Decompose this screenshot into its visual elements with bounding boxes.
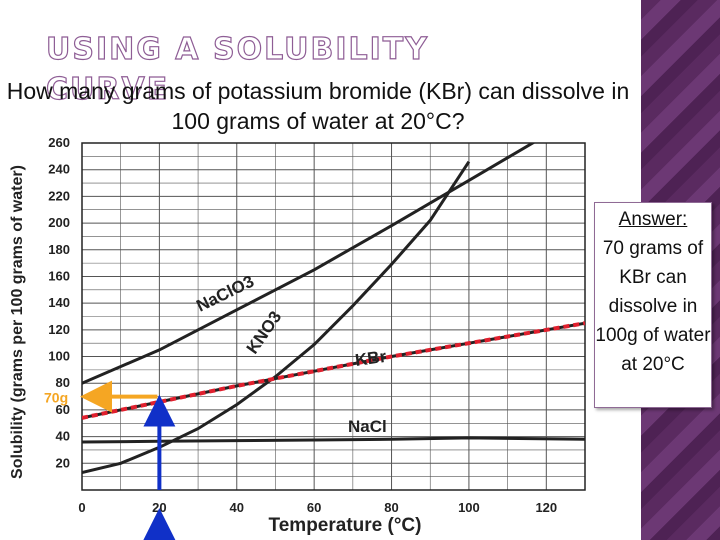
x-axis-label: Temperature (°C) [269,515,422,536]
y-tick-label: 140 [48,295,70,310]
slide-title: USING A SOLUBILITY CURVE [45,31,429,107]
x-tick-label: 40 [230,500,244,515]
y-tick-label: 120 [48,322,70,337]
question-text: How many grams of potassium bromide (KBr… [6,78,630,134]
kbr-highlight-line [82,321,585,420]
y-tick-label: 260 [48,135,70,150]
plot-frame [81,142,586,491]
y-tick-label: 40 [56,429,70,444]
series-line-kno3 [82,160,471,475]
annotations: 70g [44,380,176,540]
grid [81,142,586,491]
series-label-nacl: NaCl [348,417,387,436]
y-tick-label: 60 [56,402,70,417]
y-tick-label: 220 [48,188,70,203]
series-label-kno3: KNO3 [243,308,286,358]
x-tick-label: 80 [384,500,398,515]
axes: 0 20 40 60 80 100 120 20 40 60 80 100 120 140 160 180 20… [9,135,557,536]
x-tick-label: 20 [152,500,166,515]
x-tick-label: 100 [458,500,480,515]
answer-box: Answer: 70 grams of KBr can dissolve in … [594,202,712,408]
series-label-kbr: KBr [354,347,388,370]
series-line-naclo3 [82,143,536,385]
y-tick-label: 160 [48,268,70,283]
y-tick-label: 80 [56,375,70,390]
y-tick-label: 20 [56,455,70,470]
series-label-naclo3: NaClO3 [193,272,257,316]
x-tick-label: 120 [535,500,557,515]
y-tick-label: 180 [48,242,70,257]
answer-heading: Answer: [618,209,688,230]
y-tick-label: 100 [48,349,70,364]
y-tick-label: 240 [48,162,70,177]
y-tick-label: 200 [48,215,70,230]
x-tick-label: 0 [78,500,85,515]
answer-body: 70 grams of KBr can dissolve in 100g of … [595,238,711,375]
value-label: 70g [44,390,68,406]
x-tick-label: 60 [307,500,321,515]
y-axis-label: Solubility (grams per 100 grams of water… [9,165,26,479]
